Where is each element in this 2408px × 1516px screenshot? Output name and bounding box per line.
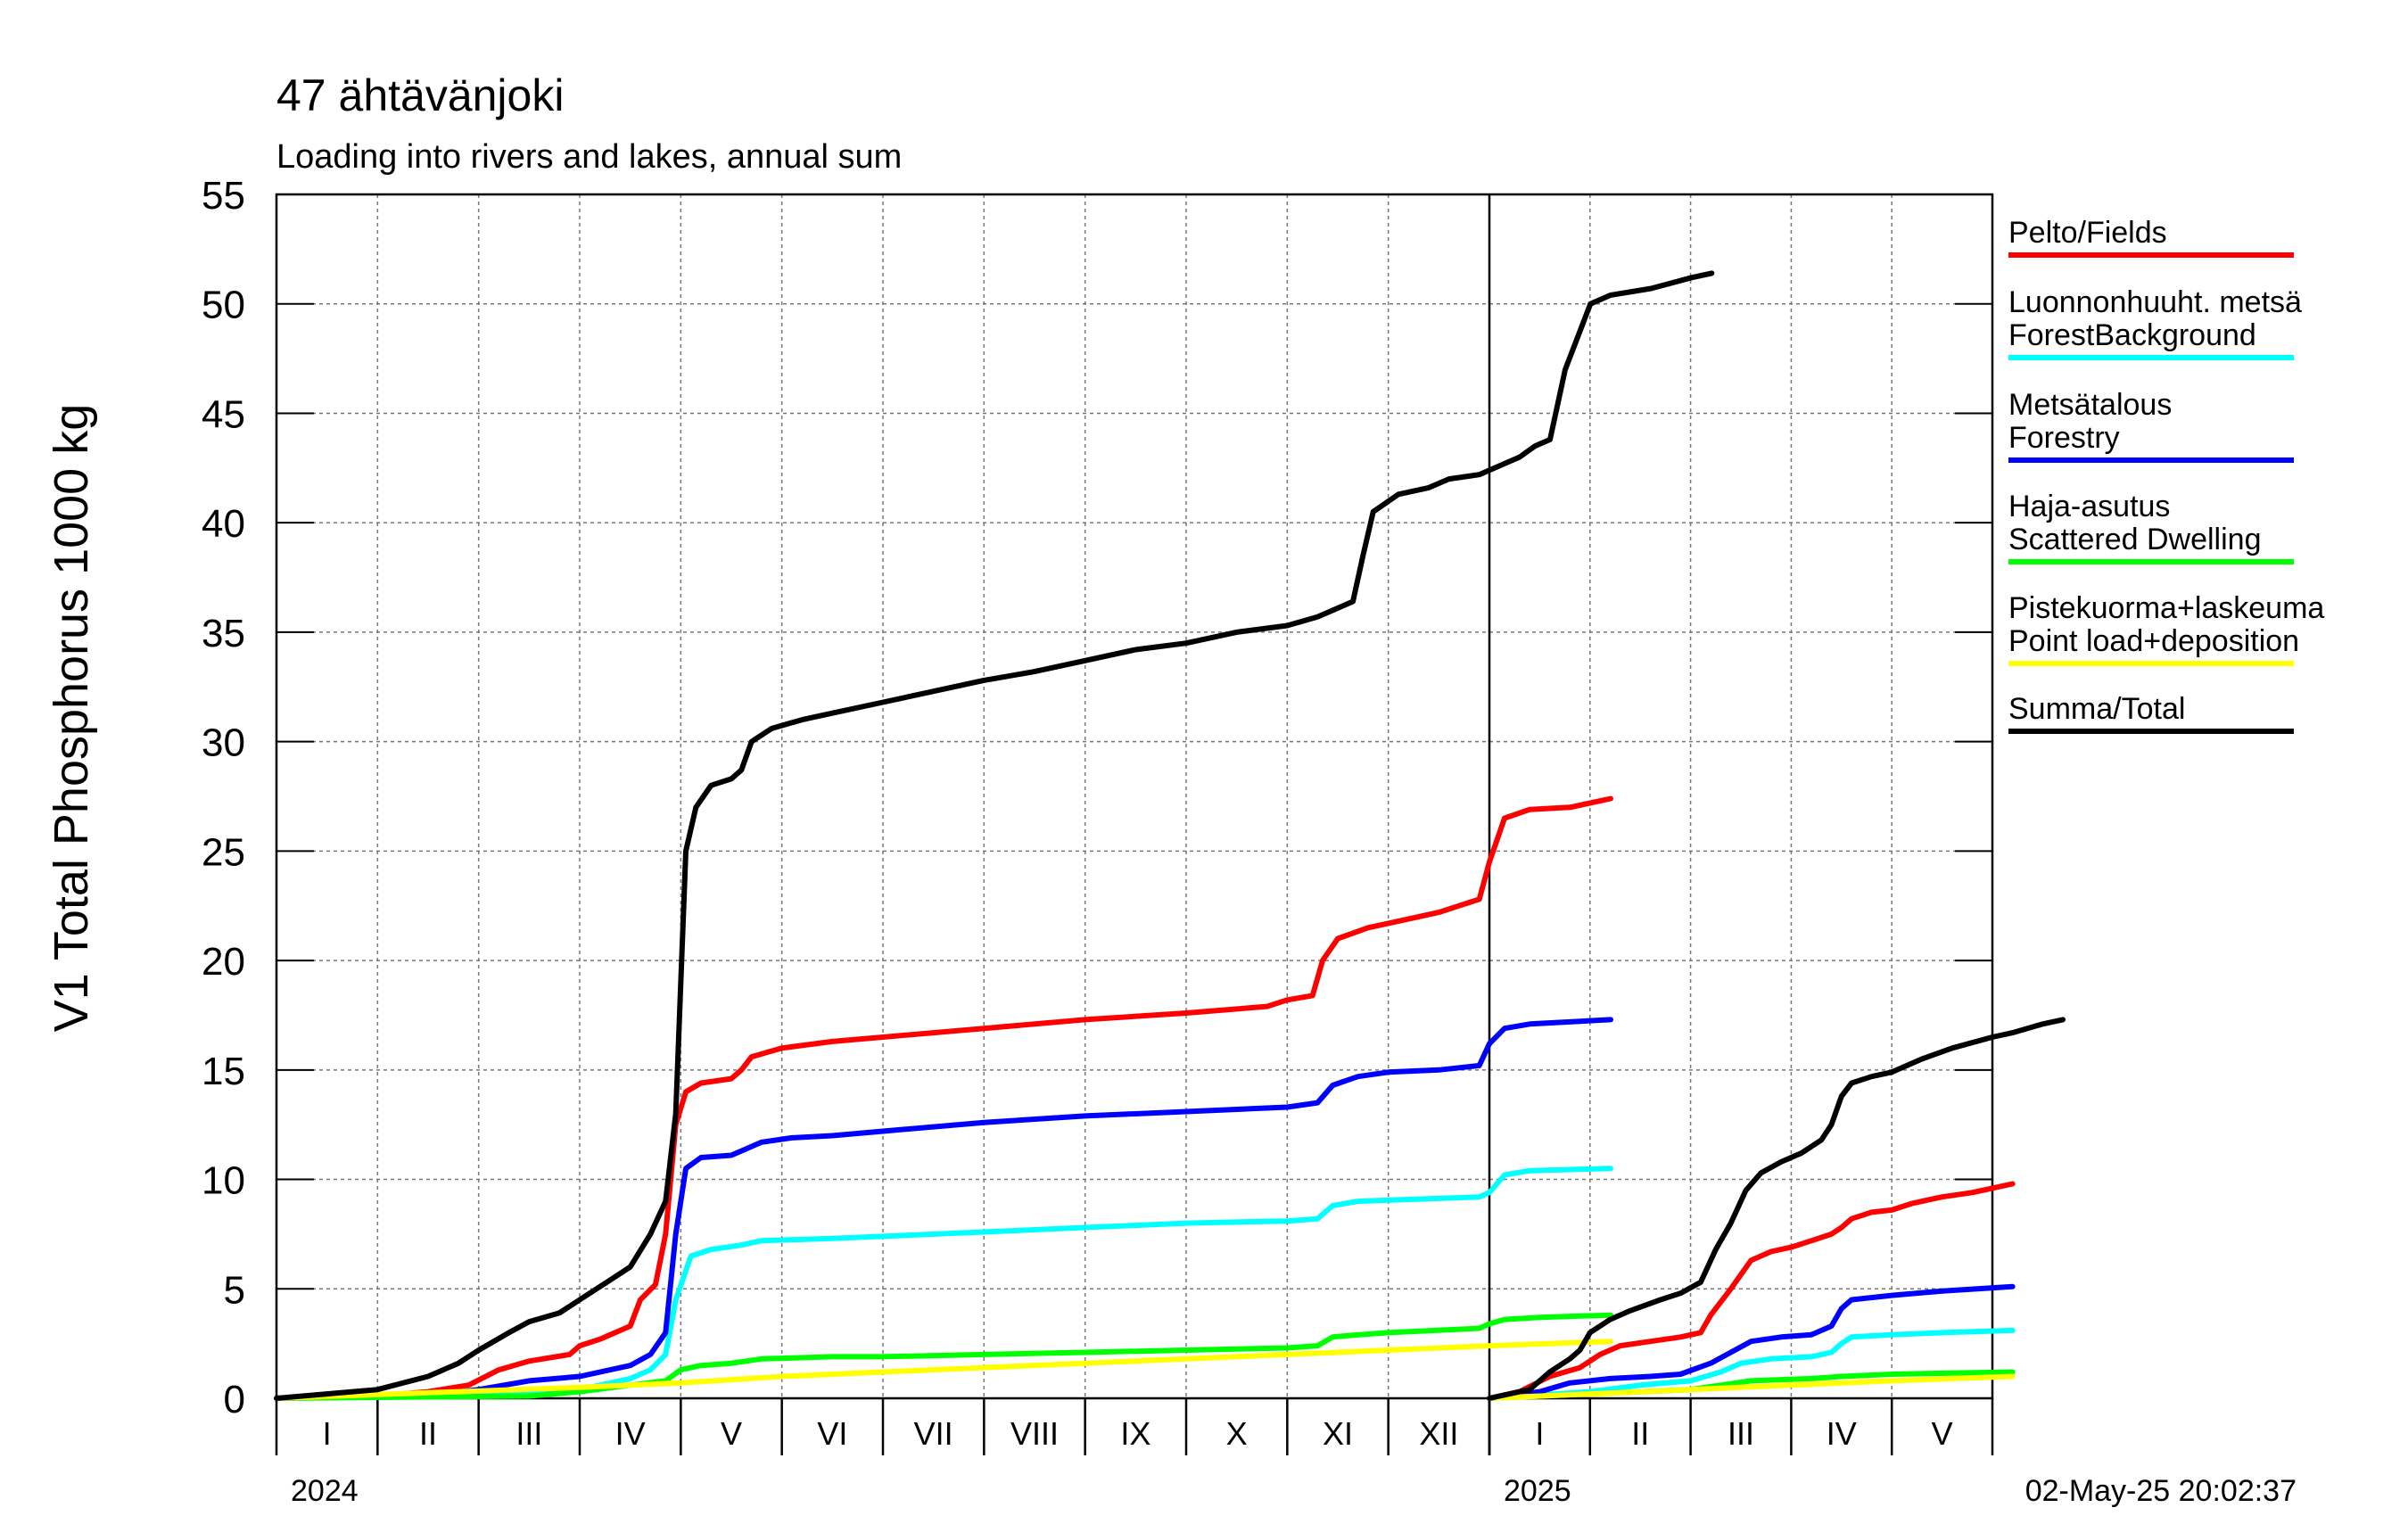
legend-item: Pelto/Fields (2008, 216, 2294, 258)
month-label: III (515, 1415, 542, 1452)
series-line (274, 1017, 1613, 1401)
month-label: V (1932, 1415, 1953, 1452)
y-axis-label: V1 Total Phosphorus 1000 kg (45, 404, 98, 1033)
series-line (1487, 1283, 2016, 1401)
month-label: II (419, 1415, 437, 1452)
month-label: XI (1323, 1415, 1353, 1452)
y-tick-label: 35 (202, 612, 245, 655)
year-label: 2024 (291, 1474, 359, 1508)
chart-title: 47 ähtävänjoki (276, 70, 564, 120)
y-tick-label: 55 (202, 174, 245, 218)
legend-label: ForestBackground (2008, 318, 2256, 352)
month-label: IV (1827, 1415, 1857, 1452)
month-label: IX (1120, 1415, 1150, 1452)
series-lines (274, 270, 2066, 1401)
y-tick-label: 50 (202, 284, 245, 327)
month-label: X (1226, 1415, 1248, 1452)
legend-label: Haja-asutus (2008, 490, 2170, 523)
legend-label: Forestry (2008, 421, 2120, 455)
legend-label: Luonnonhuuht. metsä (2008, 285, 2302, 319)
series-line (274, 1166, 1613, 1401)
series-line (274, 795, 1613, 1401)
series-line (1487, 1327, 2016, 1401)
y-tick-label: 0 (224, 1378, 245, 1421)
series-line (274, 1339, 1613, 1401)
y-tick-label: 5 (224, 1268, 245, 1312)
timestamp: 02-May-25 20:02:37 (2025, 1474, 2297, 1508)
plot-frame (275, 193, 1994, 1400)
y-tick-label: 20 (202, 940, 245, 984)
series-line (1487, 1017, 2066, 1401)
y-tick-label: 25 (202, 830, 245, 874)
month-label: II (1631, 1415, 1649, 1452)
month-label: V (721, 1415, 742, 1452)
legend-label: Point load+deposition (2008, 624, 2299, 658)
year-label: 2025 (1504, 1474, 1571, 1508)
chart-subtitle: Loading into rivers and lakes, annual su… (276, 138, 902, 176)
legend-label: Summa/Total (2008, 692, 2185, 726)
month-label: I (1535, 1415, 1544, 1452)
month-label: VII (914, 1415, 953, 1452)
legend-label: Metsätalous (2008, 388, 2172, 422)
series-line (274, 1312, 1613, 1401)
month-label: VIII (1010, 1415, 1059, 1452)
series-line (1487, 1181, 2016, 1401)
legend-label: Scattered Dwelling (2008, 523, 2261, 556)
y-tick-label: 15 (202, 1050, 245, 1093)
legend-item: Summa/Total (2008, 692, 2294, 734)
month-label: XII (1419, 1415, 1458, 1452)
month-label: VI (817, 1415, 847, 1452)
month-label: I (323, 1415, 332, 1452)
series-line (274, 270, 1715, 1401)
series-line (1487, 1373, 2016, 1401)
legend-label: Pistekuorma+laskeuma (2008, 591, 2324, 625)
legend-label: Pelto/Fields (2008, 216, 2167, 250)
month-label: III (1728, 1415, 1754, 1452)
y-tick-label: 10 (202, 1159, 245, 1203)
y-tick-label: 45 (202, 392, 245, 436)
month-label: IV (615, 1415, 646, 1452)
legend: Pelto/Fields Luonnonhuuht. metsäForestBac… (2008, 216, 2324, 734)
y-tick-label: 40 (202, 502, 245, 546)
y-tick-label: 30 (202, 721, 245, 765)
